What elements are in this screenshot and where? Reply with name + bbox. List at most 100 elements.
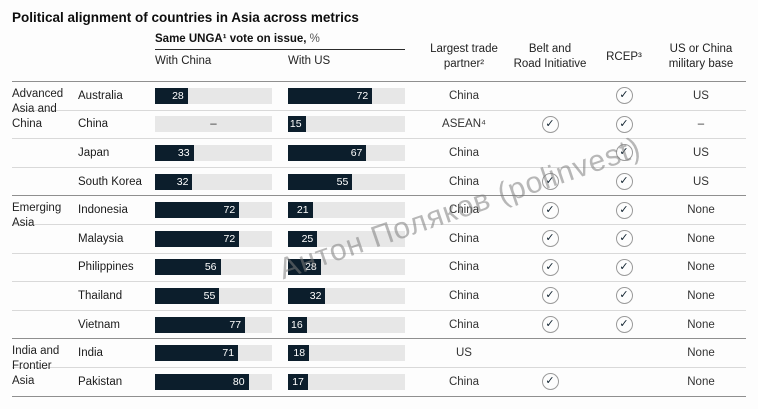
group-cell	[12, 368, 78, 396]
rcep-cell: ✓	[592, 111, 656, 139]
bar-value: 32	[176, 175, 189, 188]
military-base-value: US	[693, 89, 709, 102]
bar-value: 15	[289, 118, 302, 131]
country-label: Pakistan	[78, 375, 123, 388]
unga-with-china-bar: –	[155, 111, 288, 139]
country-label: Philippines	[78, 261, 134, 274]
belt-and-road-cell: ✓	[508, 311, 592, 339]
check-icon: ✓	[615, 287, 633, 305]
unga-with-us-bar: 15	[288, 111, 420, 139]
bar-fill: 17	[288, 373, 308, 390]
bar-value: 55	[336, 175, 349, 188]
bar-fill: 28	[288, 259, 321, 276]
check-icon: ✓	[541, 230, 559, 248]
bar-value: 21	[296, 204, 309, 217]
military-base-value: None	[687, 347, 715, 360]
bar-track: 21	[288, 202, 405, 219]
bar-fill: 25	[288, 230, 318, 247]
bar-track: 18	[288, 345, 405, 362]
country-label: Indonesia	[78, 204, 128, 217]
bar-fill: 72	[155, 202, 240, 219]
check-icon: ✓	[541, 115, 559, 133]
unga-with-us-bar: 67	[288, 139, 420, 167]
bar-value: 55	[203, 289, 216, 302]
military-base-value: None	[687, 204, 715, 217]
bar-fill: 55	[155, 287, 220, 304]
table-row: India and Frontier Asia India 71 18 US N…	[12, 338, 746, 387]
group-cell: India and Frontier Asia	[12, 339, 78, 387]
bar-track: –	[155, 116, 272, 133]
bar-track: 28	[155, 87, 272, 104]
check-icon: ✓	[541, 201, 559, 219]
unga-with-china-bar: 55	[155, 282, 288, 310]
bar-track: 25	[288, 230, 405, 247]
unga-with-china-bar: 33	[155, 139, 288, 167]
unga-with-china-bar: 28	[155, 82, 288, 110]
trade-partner-value: China	[448, 204, 480, 217]
country-label: Japan	[78, 146, 110, 159]
trade-partner-value: China	[448, 89, 480, 102]
group-label: Advanced Asia and China	[12, 88, 64, 130]
bar-fill: 56	[155, 259, 221, 276]
unga-header-title: Same UNGA¹ vote on issue, %	[155, 33, 405, 50]
bar-missing-dash: –	[210, 118, 217, 131]
bar-fill: 72	[155, 230, 240, 247]
group-label: Emerging Asia	[12, 202, 62, 230]
unga-with-china-bar: 72	[155, 196, 288, 224]
group-cell	[12, 111, 78, 139]
table-row: Thailand 55 32 China ✓ ✓ None	[12, 281, 746, 310]
belt-and-road-cell: ✓	[508, 111, 592, 139]
rcep-cell: ✓	[592, 225, 656, 253]
bar-track: 55	[155, 287, 272, 304]
check-icon: ✓	[615, 316, 633, 334]
bar-fill: 71	[155, 345, 239, 362]
group-cell	[12, 225, 78, 253]
bar-track: 72	[288, 87, 405, 104]
bar-fill: 21	[288, 202, 313, 219]
belt-and-road-cell: ✓	[508, 196, 592, 224]
table-row: Malaysia 72 25 China ✓ ✓ None	[12, 223, 746, 253]
unga-with-china-bar: 32	[155, 168, 288, 196]
bar-fill: 32	[288, 287, 326, 304]
bar-fill: 15	[288, 116, 306, 133]
unga-with-china-bar: 80	[155, 368, 288, 396]
trade-partner-value: China	[448, 232, 480, 245]
group-cell	[12, 311, 78, 339]
group-label: India and Frontier Asia	[12, 345, 60, 388]
bar-fill: 18	[288, 345, 310, 362]
unga-with-us-bar: 28	[288, 254, 420, 282]
bar-value: 71	[222, 347, 235, 360]
bar-fill: 77	[155, 316, 246, 333]
bar-value: 16	[291, 318, 303, 331]
military-base-value: None	[687, 261, 715, 274]
military-base-value: None	[687, 289, 715, 302]
rcep-cell: ✓	[592, 82, 656, 110]
country-label: China	[78, 118, 109, 131]
bar-track: 33	[155, 144, 272, 161]
table-row: Emerging Asia Indonesia 72 21 China ✓ ✓ …	[12, 195, 746, 229]
page-title: Political alignment of countries in Asia…	[12, 10, 359, 25]
trade-partner-value: China	[448, 289, 480, 302]
bar-fill: 67	[288, 144, 367, 161]
bar-track: 28	[288, 259, 405, 276]
rcep-cell: ✓	[592, 282, 656, 310]
check-icon: ✓	[615, 258, 633, 276]
bar-value: 56	[204, 261, 217, 274]
bar-track: 72	[155, 230, 272, 247]
trade-partner-value: China	[448, 175, 480, 188]
group-cell	[12, 254, 78, 282]
unga-subheaders: With China With US	[155, 55, 420, 67]
unga-with-us-bar: 32	[288, 282, 420, 310]
bar-value: 17	[292, 375, 304, 388]
bar-value: 67	[350, 146, 363, 159]
belt-and-road-cell	[508, 339, 592, 367]
rcep-cell: ✓	[592, 311, 656, 339]
group-cell: Advanced Asia and China	[12, 82, 78, 130]
rcep-column-header: RCEP³	[606, 50, 642, 63]
table-row: Philippines 56 28 China ✓ ✓ None	[12, 252, 746, 282]
with-china-column-header: With China	[155, 55, 212, 67]
bar-track: 77	[155, 316, 272, 333]
group-cell	[12, 282, 78, 310]
bar-fill: 80	[155, 373, 249, 390]
unga-with-us-bar: 17	[288, 368, 420, 396]
